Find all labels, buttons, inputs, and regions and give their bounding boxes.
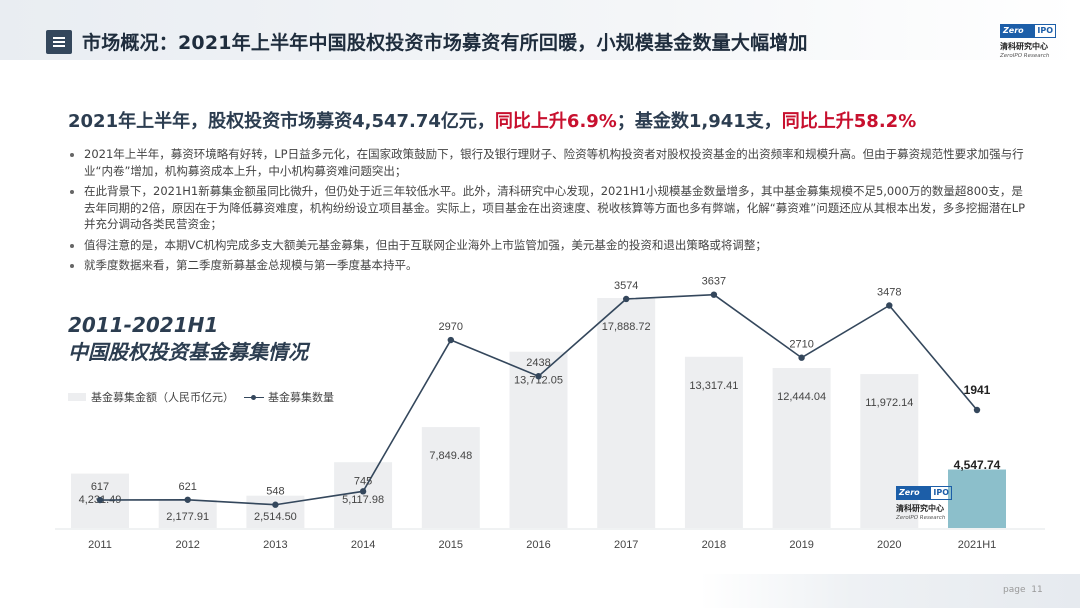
zeroipo-watermark-logo: Zero IPO 清科研究中心 ZeroIPO Research — [896, 486, 956, 522]
bar-value-label: 2,177.91 — [166, 511, 209, 523]
x-tick-label: 2020 — [877, 539, 901, 551]
bullet-item: 值得注意的是，本期VC机构完成多支大额美元基金募集，但由于互联网企业海外上市监管… — [68, 237, 1028, 254]
bullet-item: 就季度数据来看，第二季度新募基金总规模与第一季度基本持平。 — [68, 257, 1028, 274]
x-tick-label: 2015 — [439, 539, 463, 551]
count-label: 2710 — [789, 339, 813, 351]
headline-part-1: 2021年上半年，股权投资市场募资4,547.74亿元， — [68, 111, 495, 132]
count-label: 3637 — [702, 276, 726, 288]
bar-value-label: 7,849.48 — [429, 450, 472, 462]
zeroipo-logo: Zero IPO 清科研究中心 ZeroIPO Research — [1000, 24, 1060, 64]
page-title: 市场概况：2021年上半年中国股权投资市场募资有所回暖，小规模基金数量大幅增加 — [82, 32, 808, 54]
count-point — [623, 295, 630, 303]
count-label: 548 — [266, 486, 284, 498]
x-tick-label: 2017 — [614, 539, 638, 551]
x-tick-label: 2014 — [351, 539, 375, 551]
footer-band — [700, 574, 1080, 608]
bar — [509, 351, 568, 528]
headline: 2021年上半年，股权投资市场募资4,547.74亿元，同比上升6.9%；基金数… — [68, 107, 916, 133]
headline-amount-growth: 同比上升6.9% — [494, 111, 617, 132]
x-tick-label: 2012 — [175, 539, 199, 551]
count-label: 745 — [354, 475, 372, 487]
bar-value-label: 11,972.14 — [865, 397, 913, 409]
x-tick-label: 2021H1 — [958, 539, 997, 551]
legend-line-swatch — [244, 393, 264, 401]
bar-value-label: 12,444.04 — [777, 391, 826, 403]
bullet-list: 2021年上半年，募资环境略有好转，LP日益多元化，在国家政策鼓励下，银行及银行… — [68, 146, 1028, 278]
count-point — [535, 373, 542, 380]
bar — [158, 499, 217, 528]
x-tick-label: 2011 — [88, 539, 112, 551]
bullet-item: 在此背景下，2021H1新募集金额虽同比微升，但仍处于近三年较低水平。此外，清科… — [68, 183, 1028, 233]
chart-legend: 基金募集金额（人民币亿元） 基金募集数量 — [68, 389, 334, 405]
bar-value-label: 13,317.41 — [689, 380, 738, 392]
count-point — [447, 336, 454, 344]
x-tick-label: 2016 — [526, 539, 550, 551]
bullet-item: 2021年上半年，募资环境略有好转，LP日益多元化，在国家政策鼓励下，银行及银行… — [68, 146, 1028, 179]
bar-value-label: 17,888.72 — [602, 321, 651, 333]
count-point — [798, 354, 805, 361]
x-tick-label: 2018 — [702, 539, 726, 551]
count-label: 621 — [179, 481, 197, 493]
count-point — [973, 406, 981, 414]
header-band — [0, 0, 1080, 60]
bar — [772, 368, 831, 528]
bar — [860, 374, 919, 528]
bar-value-label: 5,117.98 — [342, 494, 384, 506]
headline-part-3: ；基金数1,941支， — [616, 111, 782, 132]
bar — [948, 469, 1006, 528]
count-label: 617 — [91, 481, 109, 493]
legend-bar-swatch — [68, 393, 86, 401]
count-label: 1941 — [964, 383, 991, 397]
bar-value-label: 2,514.50 — [254, 511, 297, 523]
count-label: 2970 — [439, 321, 463, 333]
count-label: 3478 — [877, 286, 901, 298]
count-point — [96, 496, 104, 504]
chart-title: 2011-2021H1 中国股权投资基金募集情况 — [68, 312, 308, 366]
menu-icon[interactable] — [46, 30, 72, 54]
count-point — [272, 501, 279, 508]
count-label: 2438 — [526, 357, 550, 369]
x-tick-label: 2019 — [789, 539, 813, 551]
bar — [421, 427, 480, 528]
legend-bar-label: 基金募集金额（人民币亿元） — [91, 391, 234, 404]
bar — [597, 298, 656, 528]
chart-title-line-2: 中国股权投资基金募集情况 — [68, 340, 308, 364]
count-point — [710, 291, 718, 298]
legend-line-label: 基金募集数量 — [268, 391, 334, 404]
x-tick-label: 2013 — [263, 539, 287, 551]
count-point — [359, 488, 367, 495]
chart-title-line-1: 2011-2021H1 — [68, 313, 219, 337]
headline-count-growth: 同比上升58.2% — [781, 111, 917, 132]
page-number: page 11 — [1003, 585, 1043, 595]
bar-value-label: 4,547.74 — [954, 458, 1001, 472]
bar-value-label: 13,712.05 — [514, 375, 563, 387]
count-label: 3574 — [614, 280, 638, 292]
count-point — [184, 496, 191, 503]
bar — [684, 356, 743, 528]
count-point — [886, 302, 893, 309]
